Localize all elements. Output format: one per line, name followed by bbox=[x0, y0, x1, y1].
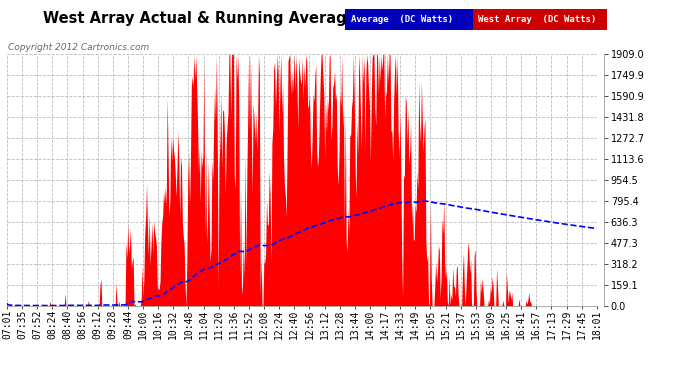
Text: Copyright 2012 Cartronics.com: Copyright 2012 Cartronics.com bbox=[8, 43, 150, 52]
Text: West Array Actual & Running Average Power Tue Oct 16 18:01: West Array Actual & Running Average Powe… bbox=[43, 11, 558, 26]
Text: West Array  (DC Watts): West Array (DC Watts) bbox=[478, 15, 596, 24]
Text: Average  (DC Watts): Average (DC Watts) bbox=[351, 15, 453, 24]
